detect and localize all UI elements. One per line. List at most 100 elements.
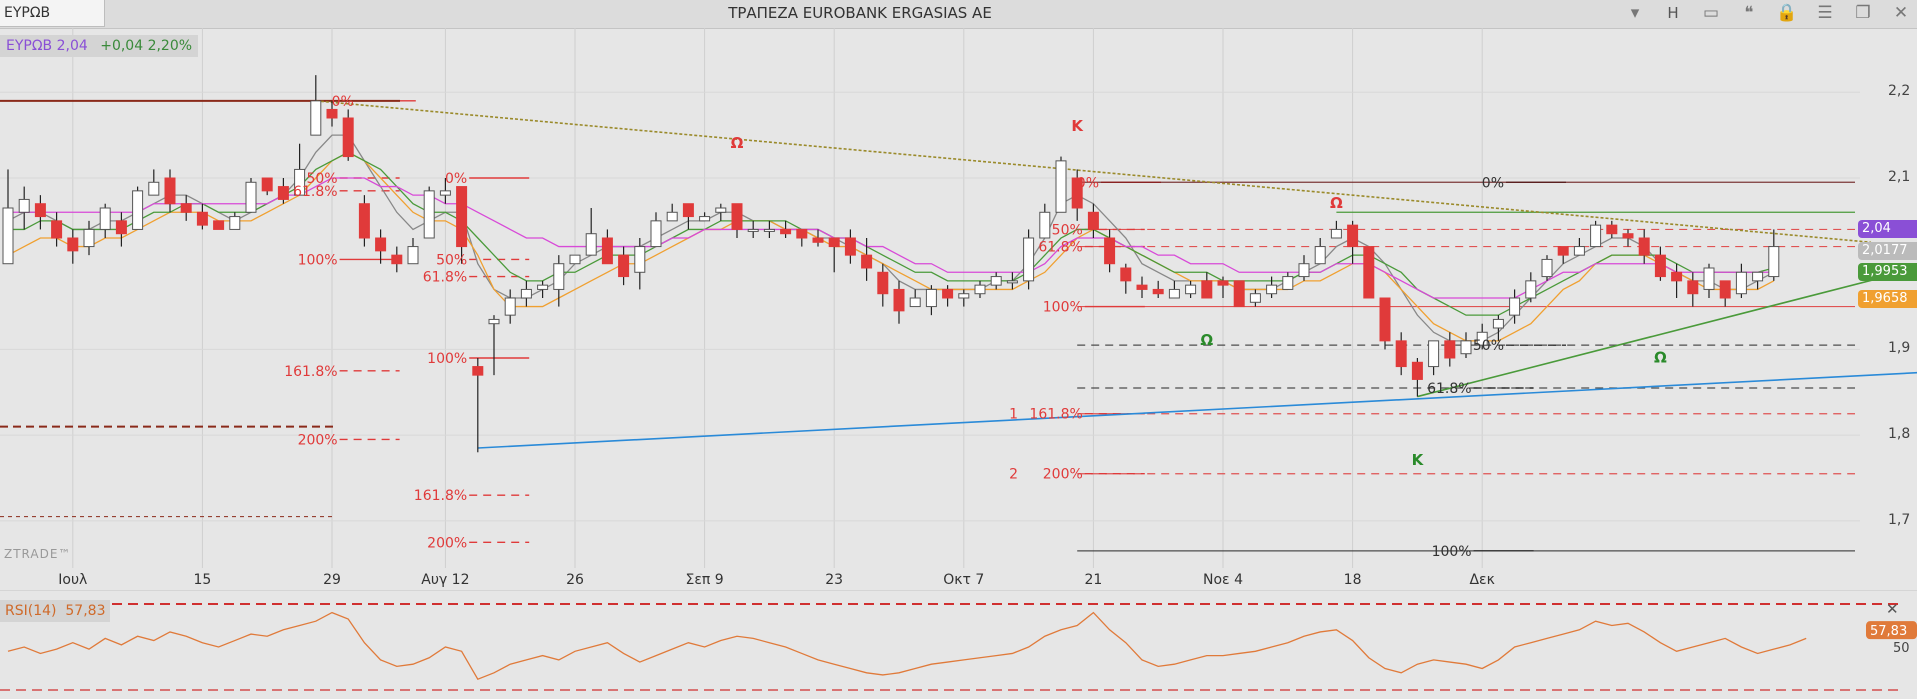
price-badge: 2,04 — [1858, 220, 1917, 239]
candle-body — [958, 293, 970, 299]
fib-label: 61.8% — [423, 270, 467, 286]
x-tick-label: Δεκ — [1469, 572, 1495, 588]
candle-body — [974, 284, 986, 295]
fib-label: 200% — [1043, 467, 1083, 483]
title-bar: ΕΥΡΩΒ ΤΡΑΠΕΖΑ EUROBANK ERGASIAS AE ▾ H ▭… — [0, 0, 1917, 29]
candle-body — [342, 117, 354, 158]
x-tick-label: Αυγ 12 — [421, 572, 470, 588]
candle-body — [1541, 258, 1553, 278]
candle-body — [909, 297, 921, 308]
pattern-label: Κ — [1071, 117, 1084, 135]
candle-body — [893, 288, 905, 312]
y-tick-label: 2,2 — [1888, 83, 1911, 100]
symbol-selector[interactable]: ΕΥΡΩΒ — [0, 0, 105, 27]
candle-body — [294, 168, 306, 196]
candle-body — [1395, 340, 1407, 368]
pattern-label: Ω — [1654, 348, 1667, 366]
candle-body — [180, 203, 192, 213]
candle-body — [439, 190, 451, 196]
candle-body — [115, 220, 127, 235]
fib-label: 100% — [298, 252, 338, 268]
fib-label: 61.8% — [1038, 240, 1082, 256]
trendline-olive-resistance — [315, 100, 1872, 244]
candle-body — [358, 203, 370, 239]
candle-body — [1509, 297, 1521, 316]
quote-icon[interactable]: ❝ — [1744, 3, 1754, 23]
candle-body — [925, 288, 937, 308]
candle-body — [1233, 280, 1245, 308]
candle-body — [650, 220, 662, 248]
x-tick-label: Ιουλ — [58, 572, 88, 588]
y-tick-label: 1,7 — [1888, 511, 1911, 528]
candle-body — [1136, 284, 1148, 290]
close-icon[interactable]: ✕ — [1893, 3, 1909, 23]
candle-body — [488, 318, 500, 325]
fib-label: 100% — [1043, 300, 1083, 316]
candle-body — [1460, 340, 1472, 355]
candle-body — [423, 190, 435, 239]
candle-body — [472, 366, 484, 376]
fib-label: 61.8% — [293, 184, 337, 200]
price-chart[interactable]: 0%50%61.8%100%161.8%200%0%50%61.8%100%16… — [0, 28, 1917, 568]
window-title: ΤΡΑΠΕΖΑ EUROBANK ERGASIAS AE — [728, 4, 992, 22]
fib-label: 0% — [1482, 175, 1504, 191]
ma-line-green — [8, 151, 1774, 316]
rsi-tick-label: 50 — [1893, 641, 1910, 656]
candle-body — [1525, 280, 1537, 299]
layout-icon[interactable]: ▭ — [1702, 3, 1720, 23]
x-tick-label: 21 — [1084, 572, 1103, 588]
candle-body — [1055, 160, 1067, 213]
fib-label: 0% — [1077, 175, 1099, 191]
x-tick-label: 23 — [825, 572, 844, 588]
rsi-value-badge-bg — [1866, 621, 1917, 640]
candle-body — [634, 246, 646, 273]
fib-label: 0% — [445, 171, 467, 187]
fib-label: 161.8% — [414, 488, 467, 504]
chevron-down-icon[interactable]: ▾ — [1630, 3, 1640, 23]
candle-body — [2, 207, 14, 265]
x-tick-label: 29 — [323, 572, 341, 588]
restore-window-icon[interactable]: ❐ — [1855, 3, 1871, 23]
fib-label: 100% — [1432, 544, 1472, 560]
rsi-panel[interactable]: 50 57,83 ✕ — [0, 590, 1917, 699]
x-tick-label: Οκτ 7 — [943, 572, 985, 588]
candle-body — [520, 288, 532, 299]
fib-label: 61.8% — [1427, 381, 1471, 397]
price-badge: 1,9658 — [1858, 290, 1917, 309]
x-tick-label: Σεπ 9 — [685, 572, 724, 588]
candle-body — [1768, 246, 1780, 278]
candle-body — [763, 228, 775, 232]
menu-icon[interactable]: ☰ — [1817, 3, 1833, 23]
price-badge: 1,9953 — [1858, 262, 1917, 281]
candle-body — [1104, 237, 1116, 265]
pattern-label: Ω — [1330, 194, 1343, 212]
price-info: ΕΥΡΩΒ 2,04 +0,04 2,20% — [0, 35, 199, 57]
candle-body — [1087, 211, 1099, 230]
fib-label: 200% — [298, 432, 338, 448]
candle-body — [375, 237, 387, 252]
x-tick-label: Νοε 4 — [1203, 572, 1243, 588]
candle-body — [1735, 271, 1747, 295]
candle-body — [51, 220, 63, 239]
candle-body — [1363, 246, 1375, 299]
candle-body — [553, 263, 565, 290]
candle-body — [1606, 224, 1618, 235]
candle-body — [537, 284, 549, 290]
candle-body — [245, 181, 257, 213]
mode-button[interactable]: H — [1667, 4, 1679, 22]
candle-body — [1282, 276, 1294, 290]
candle-body — [391, 254, 403, 265]
candle-body — [1152, 288, 1164, 295]
candle-body — [780, 228, 792, 235]
fib-label: 50% — [306, 171, 337, 187]
candle-body — [1347, 224, 1359, 248]
lock-icon[interactable]: 🔒 — [1776, 3, 1798, 23]
candle-body — [1671, 271, 1683, 282]
candle-body — [812, 237, 824, 243]
candle-body — [1298, 263, 1310, 278]
candle-body — [213, 220, 225, 230]
candle-body — [666, 211, 678, 222]
rsi-name: RSI(14) — [5, 603, 57, 619]
candle-body — [407, 246, 419, 265]
candle-body — [1492, 318, 1504, 329]
